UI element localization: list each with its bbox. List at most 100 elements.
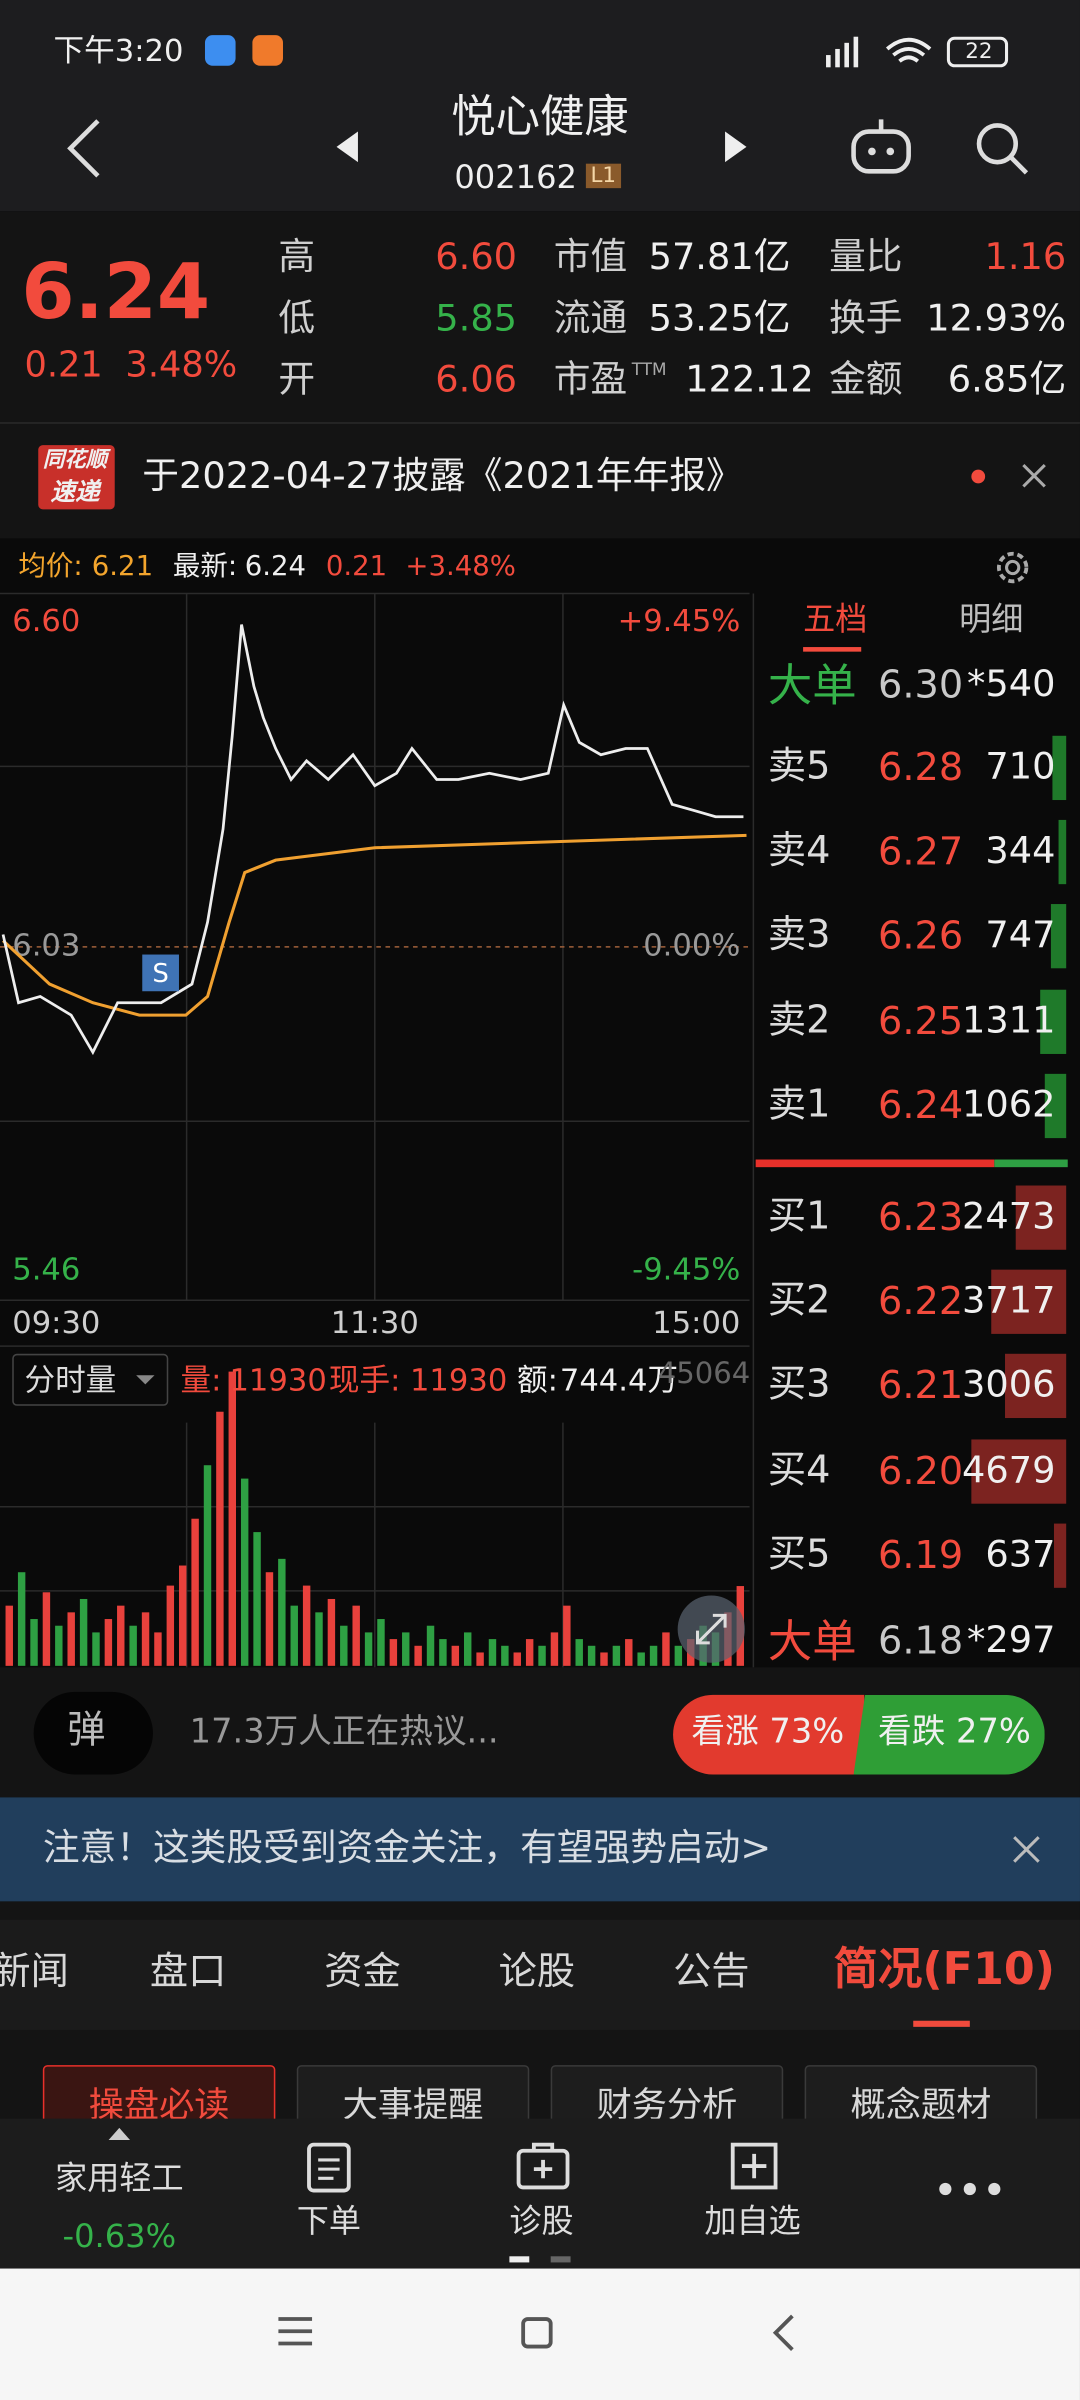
- toolbar-label[interactable]: 加自选: [704, 2202, 801, 2240]
- bid-volume: 3717: [962, 1278, 1056, 1322]
- prev-stock[interactable]: [333, 128, 364, 165]
- tab[interactable]: 盘口: [149, 1948, 227, 1994]
- tab[interactable]: 公告: [673, 1948, 750, 1994]
- close-banner[interactable]: [1011, 1834, 1042, 1865]
- volume-bar: [612, 1645, 621, 1666]
- vol-value: 11930: [229, 1361, 327, 1399]
- volume-bar: [402, 1632, 410, 1666]
- volume-bar: [476, 1652, 484, 1666]
- volume-bar: [600, 1652, 608, 1666]
- volume-bar: [55, 1625, 63, 1666]
- add-icon[interactable]: [727, 2139, 782, 2194]
- order-icon[interactable]: [303, 2139, 358, 2194]
- stat-label: 量比: [829, 235, 903, 279]
- big-buy-price: 6.18: [878, 1618, 964, 1663]
- notice-badge: [38, 445, 115, 510]
- danmu-button[interactable]: [33, 1691, 153, 1775]
- tab[interactable]: 论股: [498, 1948, 576, 1994]
- tab[interactable]: 简况(F10): [833, 1942, 1056, 1995]
- bid-volume-bar: [971, 1439, 1067, 1504]
- discussion-text[interactable]: 17.3万人正在热议...: [189, 1713, 499, 1752]
- robot-button[interactable]: [849, 116, 913, 177]
- book-tab[interactable]: 明细: [959, 601, 1024, 638]
- nav-home[interactable]: [519, 2314, 556, 2351]
- ask-price: 6.26: [878, 913, 964, 958]
- ask-label: 卖2: [767, 997, 831, 1042]
- bull-button[interactable]: [673, 1694, 865, 1775]
- y-tick-label: 6.03: [12, 928, 80, 963]
- expand-button[interactable]: [676, 1594, 746, 1664]
- stat-value: 12.93%: [926, 296, 1067, 340]
- page-dot: [509, 2256, 530, 2263]
- volume-bar: [649, 1645, 658, 1666]
- bid-price: 6.21: [878, 1362, 964, 1408]
- ask-volume: 747: [985, 913, 1056, 957]
- volume-bar: [191, 1518, 199, 1666]
- close-notice[interactable]: [1020, 462, 1048, 490]
- more-button[interactable]: [936, 2178, 1003, 2199]
- bid-price: 6.19: [878, 1532, 964, 1578]
- volume-bar: [129, 1625, 137, 1666]
- ask-volume-bar: [1059, 819, 1067, 885]
- volume-bar: [587, 1645, 596, 1666]
- nav-menu[interactable]: [275, 2313, 315, 2350]
- dropdown-arrow: [136, 1375, 155, 1385]
- next-stock[interactable]: [719, 128, 750, 165]
- back-button[interactable]: [61, 115, 107, 182]
- search-button[interactable]: [973, 119, 1034, 180]
- volume-bar: [637, 1652, 645, 1666]
- book-tab[interactable]: 五档: [803, 601, 868, 638]
- nav-bar: [0, 2268, 1080, 2400]
- bid-volume: 637: [985, 1532, 1056, 1576]
- ask-label: 卖3: [767, 911, 831, 957]
- mode-select[interactable]: [12, 1353, 169, 1406]
- diagnose-icon[interactable]: [514, 2139, 572, 2194]
- volume-bar: [104, 1619, 113, 1666]
- volume-bar: [662, 1632, 670, 1666]
- bid-ask-bar: [755, 1159, 995, 1168]
- danmu-icon[interactable]: 弹: [67, 1707, 106, 1752]
- nav-back[interactable]: [768, 2311, 799, 2354]
- tab[interactable]: 资金: [324, 1948, 401, 1994]
- volume-bar: [352, 1605, 360, 1666]
- header-bg: [0, 0, 1080, 212]
- pct-label: 0.00%: [643, 928, 740, 963]
- banner-text[interactable]: 注意！这类股受到资金关注，有望强势启动>: [42, 1826, 772, 1870]
- settings-button[interactable]: [988, 543, 1037, 592]
- quote-bg: [0, 211, 1080, 539]
- unread-dot: [971, 469, 986, 484]
- toolbar-label[interactable]: 诊股: [509, 2202, 574, 2240]
- chart-bg: [0, 538, 1080, 1668]
- bear-button[interactable]: [853, 1694, 1045, 1775]
- volume-bar: [278, 1558, 286, 1666]
- avg-line: [2, 833, 747, 1017]
- banner[interactable]: [0, 1797, 1080, 1902]
- y-tick-label: 6.60: [12, 604, 80, 639]
- bear-label[interactable]: 看跌 27%: [878, 1713, 1031, 1752]
- ask-volume-bar: [1044, 1073, 1067, 1139]
- stat-value: 53.25亿: [648, 296, 791, 340]
- stat-label: 换手: [829, 296, 903, 340]
- stat-value: 1.16: [984, 235, 1067, 279]
- mode-label[interactable]: 分时量: [24, 1361, 117, 1399]
- volume-bar: [179, 1565, 187, 1666]
- x-tick-label: 09:30: [12, 1306, 100, 1341]
- volume-bar: [451, 1645, 460, 1666]
- toolbar-label[interactable]: 下单: [296, 2202, 362, 2240]
- sector-name[interactable]: 家用轻工: [55, 2159, 184, 2197]
- stat-label: 低: [278, 296, 316, 340]
- tab-underline: [803, 647, 862, 652]
- volume-bar: [92, 1632, 100, 1666]
- battery-level: 22: [965, 39, 993, 65]
- tab[interactable]: 新闻: [0, 1948, 69, 1994]
- ask-volume: 1062: [962, 1083, 1056, 1126]
- amount-value: 744.4万: [559, 1361, 679, 1399]
- volume-bar: [550, 1632, 559, 1666]
- ask-volume-bar: [1039, 989, 1067, 1054]
- bid-volume: 4679: [962, 1448, 1056, 1492]
- bull-label[interactable]: 看涨 73%: [691, 1713, 845, 1752]
- notice-text[interactable]: 于2022-04-27披露《2021年年报》: [142, 454, 743, 498]
- stat-label: 流通: [553, 296, 628, 340]
- bid-price: 6.20: [878, 1448, 964, 1493]
- chart-change: 0.21: [325, 550, 388, 583]
